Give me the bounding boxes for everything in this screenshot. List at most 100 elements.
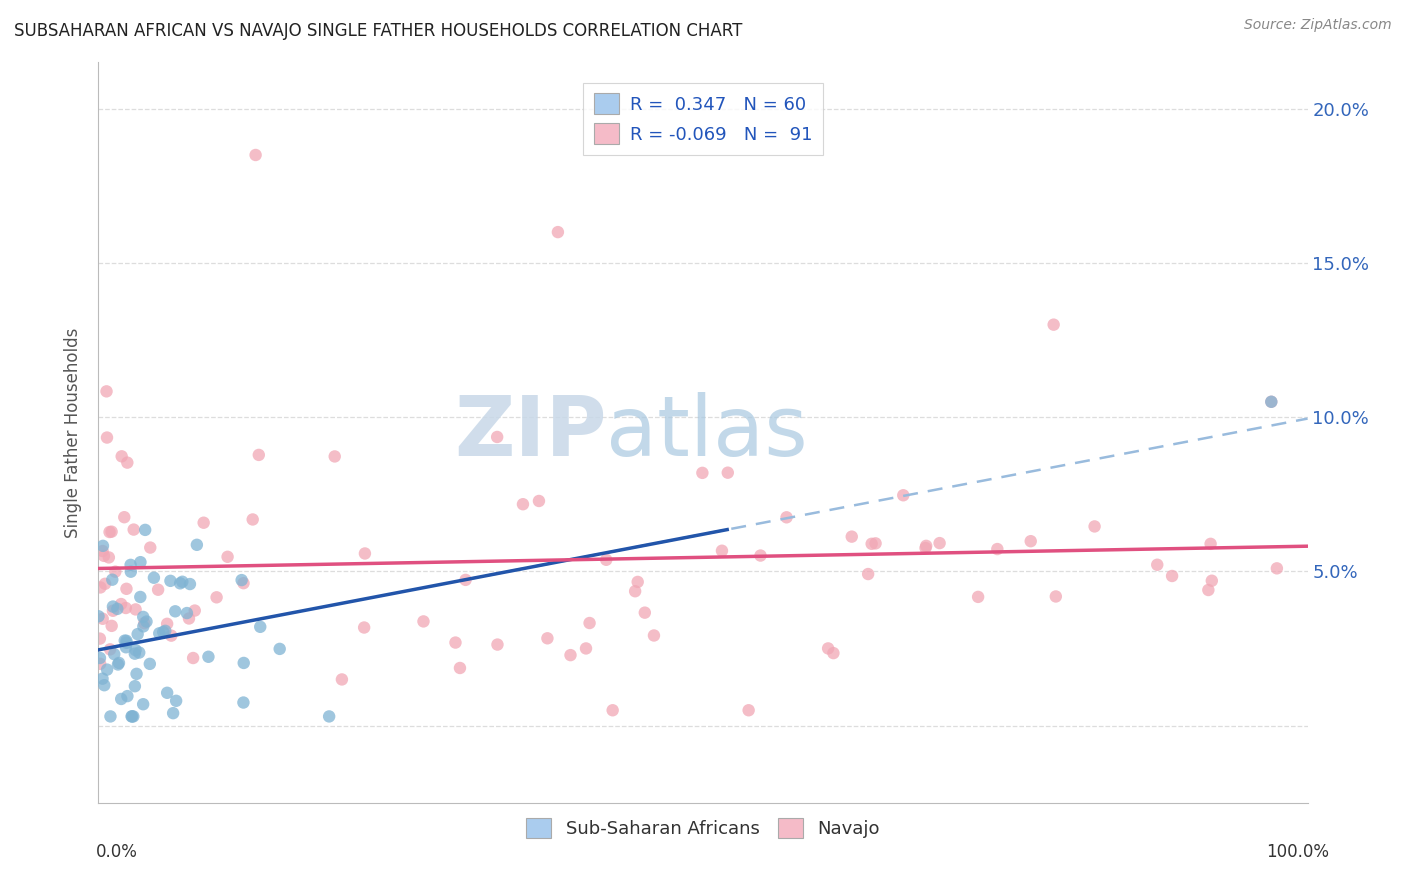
Point	[148, 626, 170, 640]
Point	[101, 599, 124, 614]
Point	[155, 624, 177, 638]
Point	[634, 606, 657, 620]
Point	[269, 641, 291, 656]
Point	[91, 612, 114, 626]
Point	[172, 574, 194, 589]
Point	[323, 450, 346, 464]
Point	[98, 524, 121, 539]
Point	[115, 633, 138, 648]
Point	[115, 582, 138, 596]
Point	[575, 641, 598, 656]
Point	[232, 576, 254, 591]
Point	[578, 615, 600, 630]
Point	[134, 523, 156, 537]
Point	[232, 696, 254, 710]
Point	[128, 646, 150, 660]
Point	[242, 512, 264, 526]
Point	[91, 539, 114, 553]
Point	[775, 510, 797, 524]
Point	[914, 541, 936, 555]
Point	[103, 647, 125, 661]
Point	[115, 640, 138, 655]
Point	[139, 541, 162, 555]
Point	[1019, 534, 1042, 549]
Point	[169, 576, 191, 591]
Point	[444, 635, 467, 649]
Point	[112, 510, 135, 524]
Point	[129, 555, 152, 569]
Point	[627, 574, 650, 589]
Point	[165, 604, 187, 618]
Point	[181, 651, 204, 665]
Point	[110, 597, 132, 611]
Point	[560, 648, 582, 662]
Point	[96, 663, 118, 677]
Point	[841, 530, 863, 544]
Point	[96, 384, 118, 399]
Point	[354, 546, 377, 560]
Point	[93, 678, 115, 692]
Point	[115, 636, 138, 650]
Point	[122, 523, 145, 537]
Point	[89, 651, 111, 665]
Text: 100.0%: 100.0%	[1265, 843, 1329, 861]
Point	[91, 544, 114, 558]
Point	[184, 603, 207, 617]
Point	[1265, 561, 1288, 575]
Point	[93, 549, 115, 563]
Point	[595, 553, 617, 567]
Point	[100, 709, 122, 723]
Point	[139, 657, 162, 671]
Point	[107, 657, 129, 672]
Point	[1201, 574, 1223, 588]
Point	[91, 672, 114, 686]
Point	[132, 610, 155, 624]
Text: atlas: atlas	[606, 392, 808, 473]
Point	[915, 539, 938, 553]
Point	[104, 565, 127, 579]
Point	[98, 642, 121, 657]
Point	[89, 632, 111, 646]
Point	[96, 431, 118, 445]
Point	[135, 615, 157, 629]
Point	[127, 627, 149, 641]
Point	[330, 673, 353, 687]
Point	[205, 591, 228, 605]
Point	[156, 686, 179, 700]
Point	[176, 606, 198, 620]
Point	[967, 590, 990, 604]
Point	[132, 697, 155, 711]
Point	[105, 602, 128, 616]
Point	[717, 466, 740, 480]
Point	[193, 516, 215, 530]
Point	[692, 466, 714, 480]
Point	[160, 629, 183, 643]
Point	[142, 571, 165, 585]
Point	[247, 448, 270, 462]
Point	[125, 666, 148, 681]
Point	[114, 633, 136, 648]
Point	[186, 538, 208, 552]
Point	[87, 609, 110, 624]
Point	[860, 537, 883, 551]
Point	[986, 542, 1008, 557]
Point	[100, 524, 122, 539]
Point	[643, 628, 665, 642]
Point	[749, 549, 772, 563]
Point	[114, 601, 136, 615]
Point	[94, 576, 117, 591]
Point	[536, 632, 558, 646]
Point	[823, 646, 845, 660]
Point	[318, 709, 340, 723]
Point	[117, 689, 139, 703]
Point	[120, 558, 142, 572]
Point	[353, 620, 375, 634]
Point	[177, 611, 200, 625]
Point	[891, 488, 914, 502]
Text: SUBSAHARAN AFRICAN VS NAVAJO SINGLE FATHER HOUSEHOLDS CORRELATION CHART: SUBSAHARAN AFRICAN VS NAVAJO SINGLE FATH…	[14, 22, 742, 40]
Point	[134, 616, 156, 631]
Point	[108, 656, 131, 670]
Point	[124, 643, 146, 657]
Point	[1146, 558, 1168, 572]
Point	[249, 620, 271, 634]
